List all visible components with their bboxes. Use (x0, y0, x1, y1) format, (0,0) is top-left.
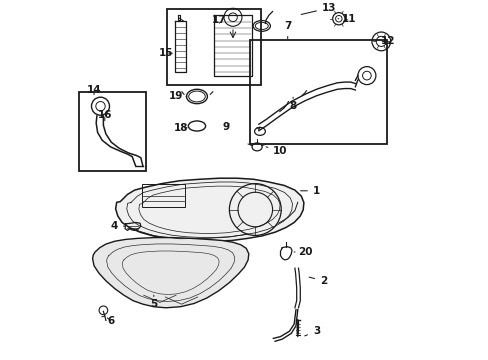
Text: 10: 10 (265, 146, 287, 156)
Text: 12: 12 (380, 36, 394, 46)
Polygon shape (115, 178, 303, 241)
Text: 7: 7 (284, 21, 291, 39)
Text: 14: 14 (86, 85, 101, 95)
Bar (249, 40, 386, 144)
Text: 5: 5 (150, 295, 157, 309)
Text: 18: 18 (174, 123, 188, 133)
Text: 20: 20 (294, 247, 312, 257)
Bar (79, 92, 145, 171)
Text: 17: 17 (212, 15, 226, 25)
Text: 8: 8 (289, 97, 296, 111)
Text: 2: 2 (308, 276, 326, 286)
Text: 1: 1 (300, 186, 320, 196)
Text: 3: 3 (304, 326, 320, 336)
Text: 6: 6 (107, 316, 115, 326)
Text: 16: 16 (98, 110, 112, 121)
Bar (167, 9, 260, 85)
Bar (142, 184, 185, 207)
Text: 13: 13 (301, 3, 336, 14)
Text: 11: 11 (337, 14, 355, 24)
Polygon shape (92, 238, 248, 308)
Text: 9: 9 (223, 122, 229, 132)
Text: 4: 4 (110, 221, 124, 231)
Text: 15: 15 (159, 48, 173, 58)
Text: 19: 19 (168, 91, 186, 102)
